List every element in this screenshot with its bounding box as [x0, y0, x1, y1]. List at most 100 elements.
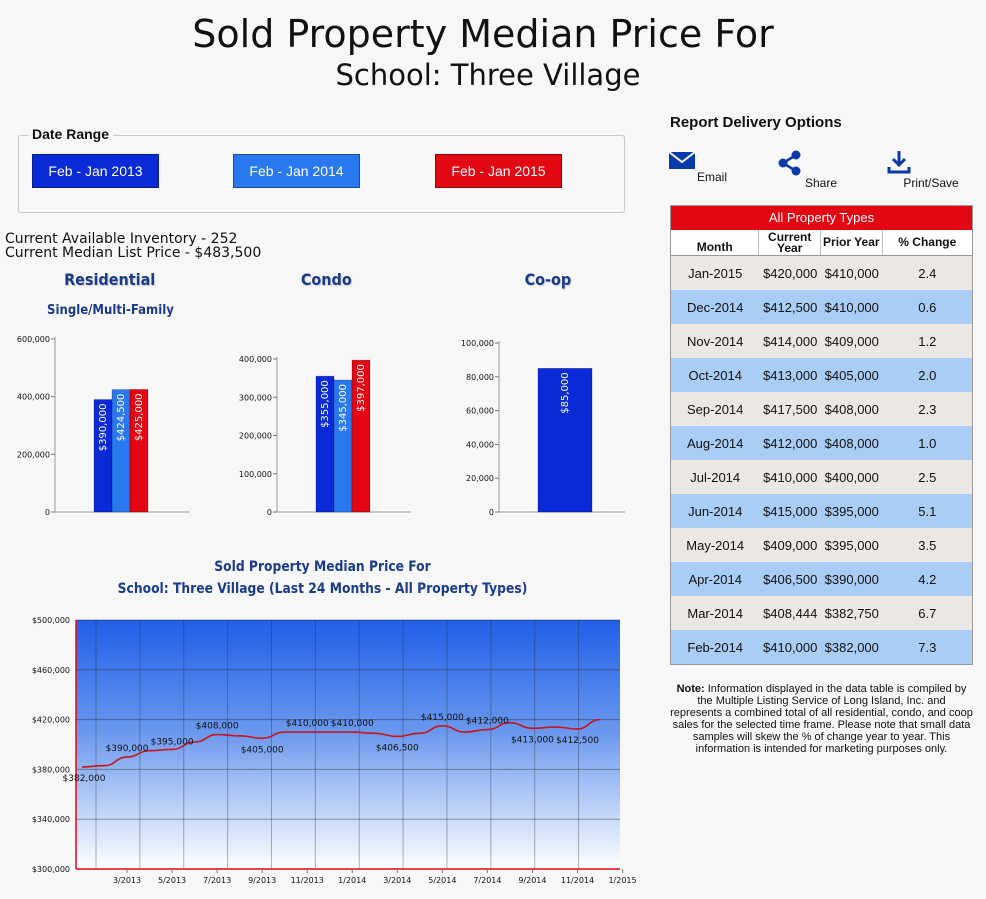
coop-bar-label: $85,000: [560, 372, 571, 413]
cell-month: Aug-2014: [687, 435, 744, 451]
date-range-2015-button[interactable]: Feb - Jan 2015: [435, 154, 562, 188]
report-delivery-title: Report Delivery Options: [670, 114, 842, 131]
page-title: Sold Property Median Price For: [192, 12, 774, 56]
line-chart-x-tick-label: 7/2013: [203, 876, 231, 885]
line-chart-data-label: $382,000: [63, 774, 106, 784]
condo-tick-label: 100,000: [239, 470, 272, 479]
residential-tick-label: 0: [45, 508, 50, 517]
line-chart-data-label: $412,000: [466, 717, 509, 727]
condo-bar-chart: 0 100,000 200,000 300,000 400,000 $355,000 $34…: [239, 355, 411, 517]
cell-month: Jan-2015: [688, 265, 743, 281]
cell-month: Feb-2014: [687, 639, 744, 655]
date-range-legend: Date Range: [28, 126, 114, 142]
condo-tick-label: 300,000: [239, 393, 272, 402]
cell-pct-change: 5.1: [918, 503, 937, 519]
cell-month: Sep-2014: [687, 401, 744, 417]
note-text: Information displayed in the data table …: [670, 683, 973, 755]
col-current-year: Current Year: [759, 230, 821, 255]
date-range-group: [18, 135, 625, 213]
table-header-row: Month Current Year Prior Year % Change: [671, 230, 972, 256]
residential-bar-chart: 0 200,000 400,000 600,000 $390,000 $424,500 $4…: [17, 335, 190, 517]
line-chart-y-tick-label: $460,000: [32, 666, 70, 675]
print-save-label[interactable]: Print/Save: [903, 176, 959, 190]
table-row: Dec-2014 $412,500 $410,000 0.6: [671, 290, 972, 324]
col-month: Month: [671, 230, 760, 255]
share-option[interactable]: [777, 150, 803, 181]
cell-prior-year: $410,000: [824, 265, 879, 281]
email-label[interactable]: Email: [696, 170, 727, 184]
date-range-2013-button[interactable]: Feb - Jan 2013: [32, 154, 159, 188]
cell-prior-year: $408,000: [824, 401, 879, 417]
table-row: Feb-2014 $410,000 $382,000 7.3: [671, 630, 972, 664]
cell-current-year: $415,000: [763, 503, 818, 519]
cell-prior-year: $395,000: [824, 503, 879, 519]
table-row: Nov-2014 $414,000 $409,000 1.2: [671, 324, 972, 358]
cell-month: Mar-2014: [687, 605, 744, 621]
cell-prior-year: $408,000: [824, 435, 879, 451]
coop-bar-chart: 0 20,000 40,000 60,000 80,000 100,000 $85,000: [461, 339, 625, 517]
condo-bar: [351, 359, 371, 513]
line-chart-plot-area: [76, 620, 620, 869]
line-chart-data-label: $415,000: [421, 713, 464, 723]
cell-pct-change: 2.5: [918, 469, 937, 485]
line-chart-y-tick-label: $500,000: [32, 616, 70, 625]
col-pct-change: % Change: [898, 235, 957, 249]
table-row: Aug-2014 $412,000 $408,000 1.0: [671, 426, 972, 460]
cell-pct-change: 6.7: [918, 605, 937, 621]
condo-bar-label: $397,000: [356, 364, 367, 412]
current-inventory: Current Available Inventory - 252: [5, 231, 238, 247]
condo-chart-title: Condo: [300, 270, 352, 289]
line-chart-data-label: $410,000: [331, 719, 374, 729]
cell-prior-year: $382,000: [824, 639, 879, 655]
cell-month: Jun-2014: [688, 503, 743, 519]
date-range-2014-button[interactable]: Feb - Jan 2014: [233, 154, 360, 188]
coop-tick-label: 60,000: [466, 407, 494, 416]
download-icon: [887, 151, 911, 174]
line-chart-title: Sold Property Median Price For: [214, 559, 431, 575]
coop-tick-label: 40,000: [466, 440, 494, 449]
cell-prior-year: $390,000: [824, 571, 879, 587]
email-icon: [668, 151, 696, 169]
cell-prior-year: $400,000: [824, 469, 879, 485]
condo-tick-label: 400,000: [239, 355, 272, 364]
line-chart-data-label: $408,000: [196, 722, 239, 732]
cell-prior-year: $410,000: [824, 299, 879, 315]
coop-tick-label: 100,000: [461, 339, 494, 348]
condo-bar-label: $345,000: [338, 384, 349, 432]
line-chart-x-tick-label: 11/2014: [561, 876, 594, 885]
line-chart-y-tick-label: $420,000: [32, 716, 70, 725]
table-row: Jun-2014 $415,000 $395,000 5.1: [671, 494, 972, 528]
share-label[interactable]: Share: [804, 176, 838, 190]
cell-current-year: $413,000: [763, 367, 818, 383]
residential-bar: [129, 389, 149, 513]
line-chart-x-tick-label: 3/2014: [383, 876, 411, 885]
cell-current-year: $410,000: [763, 469, 818, 485]
print-option[interactable]: [886, 150, 912, 181]
residential-tick-label: 600,000: [17, 335, 50, 344]
cell-current-year: $410,000: [763, 639, 818, 655]
table-title: All Property Types: [671, 206, 972, 230]
cell-pct-change: 7.3: [918, 639, 937, 655]
residential-tick-label: 400,000: [17, 393, 50, 402]
line-chart-y-tick-label: $300,000: [32, 865, 70, 874]
residential-bar-label: $425,000: [134, 393, 145, 441]
line-chart-data-label: $413,000: [511, 735, 554, 745]
current-median-list-price: Current Median List Price - $483,500: [5, 245, 262, 261]
cell-month: Jul-2014: [690, 469, 741, 485]
line-chart-data-label: $410,000: [286, 719, 329, 729]
cell-prior-year: $405,000: [824, 367, 879, 383]
residential-bar-label: $390,000: [98, 404, 109, 452]
email-option[interactable]: [668, 150, 696, 175]
line-chart-data-label: $412,500: [556, 736, 599, 746]
cell-month: Oct-2014: [688, 367, 742, 383]
price-table: All Property Types Month Current Year Pr…: [670, 205, 973, 665]
cell-pct-change: 2.3: [918, 401, 937, 417]
condo-tick-label: 200,000: [239, 432, 272, 441]
cell-month: Apr-2014: [688, 571, 742, 587]
cell-pct-change: 2.0: [918, 367, 937, 383]
residential-bar-label: $424,500: [116, 394, 127, 442]
cell-current-year: $420,000: [763, 265, 818, 281]
disclaimer-note: Note: Information displayed in the data …: [670, 683, 973, 755]
share-icon: [778, 150, 801, 176]
cell-month: Nov-2014: [687, 333, 744, 349]
